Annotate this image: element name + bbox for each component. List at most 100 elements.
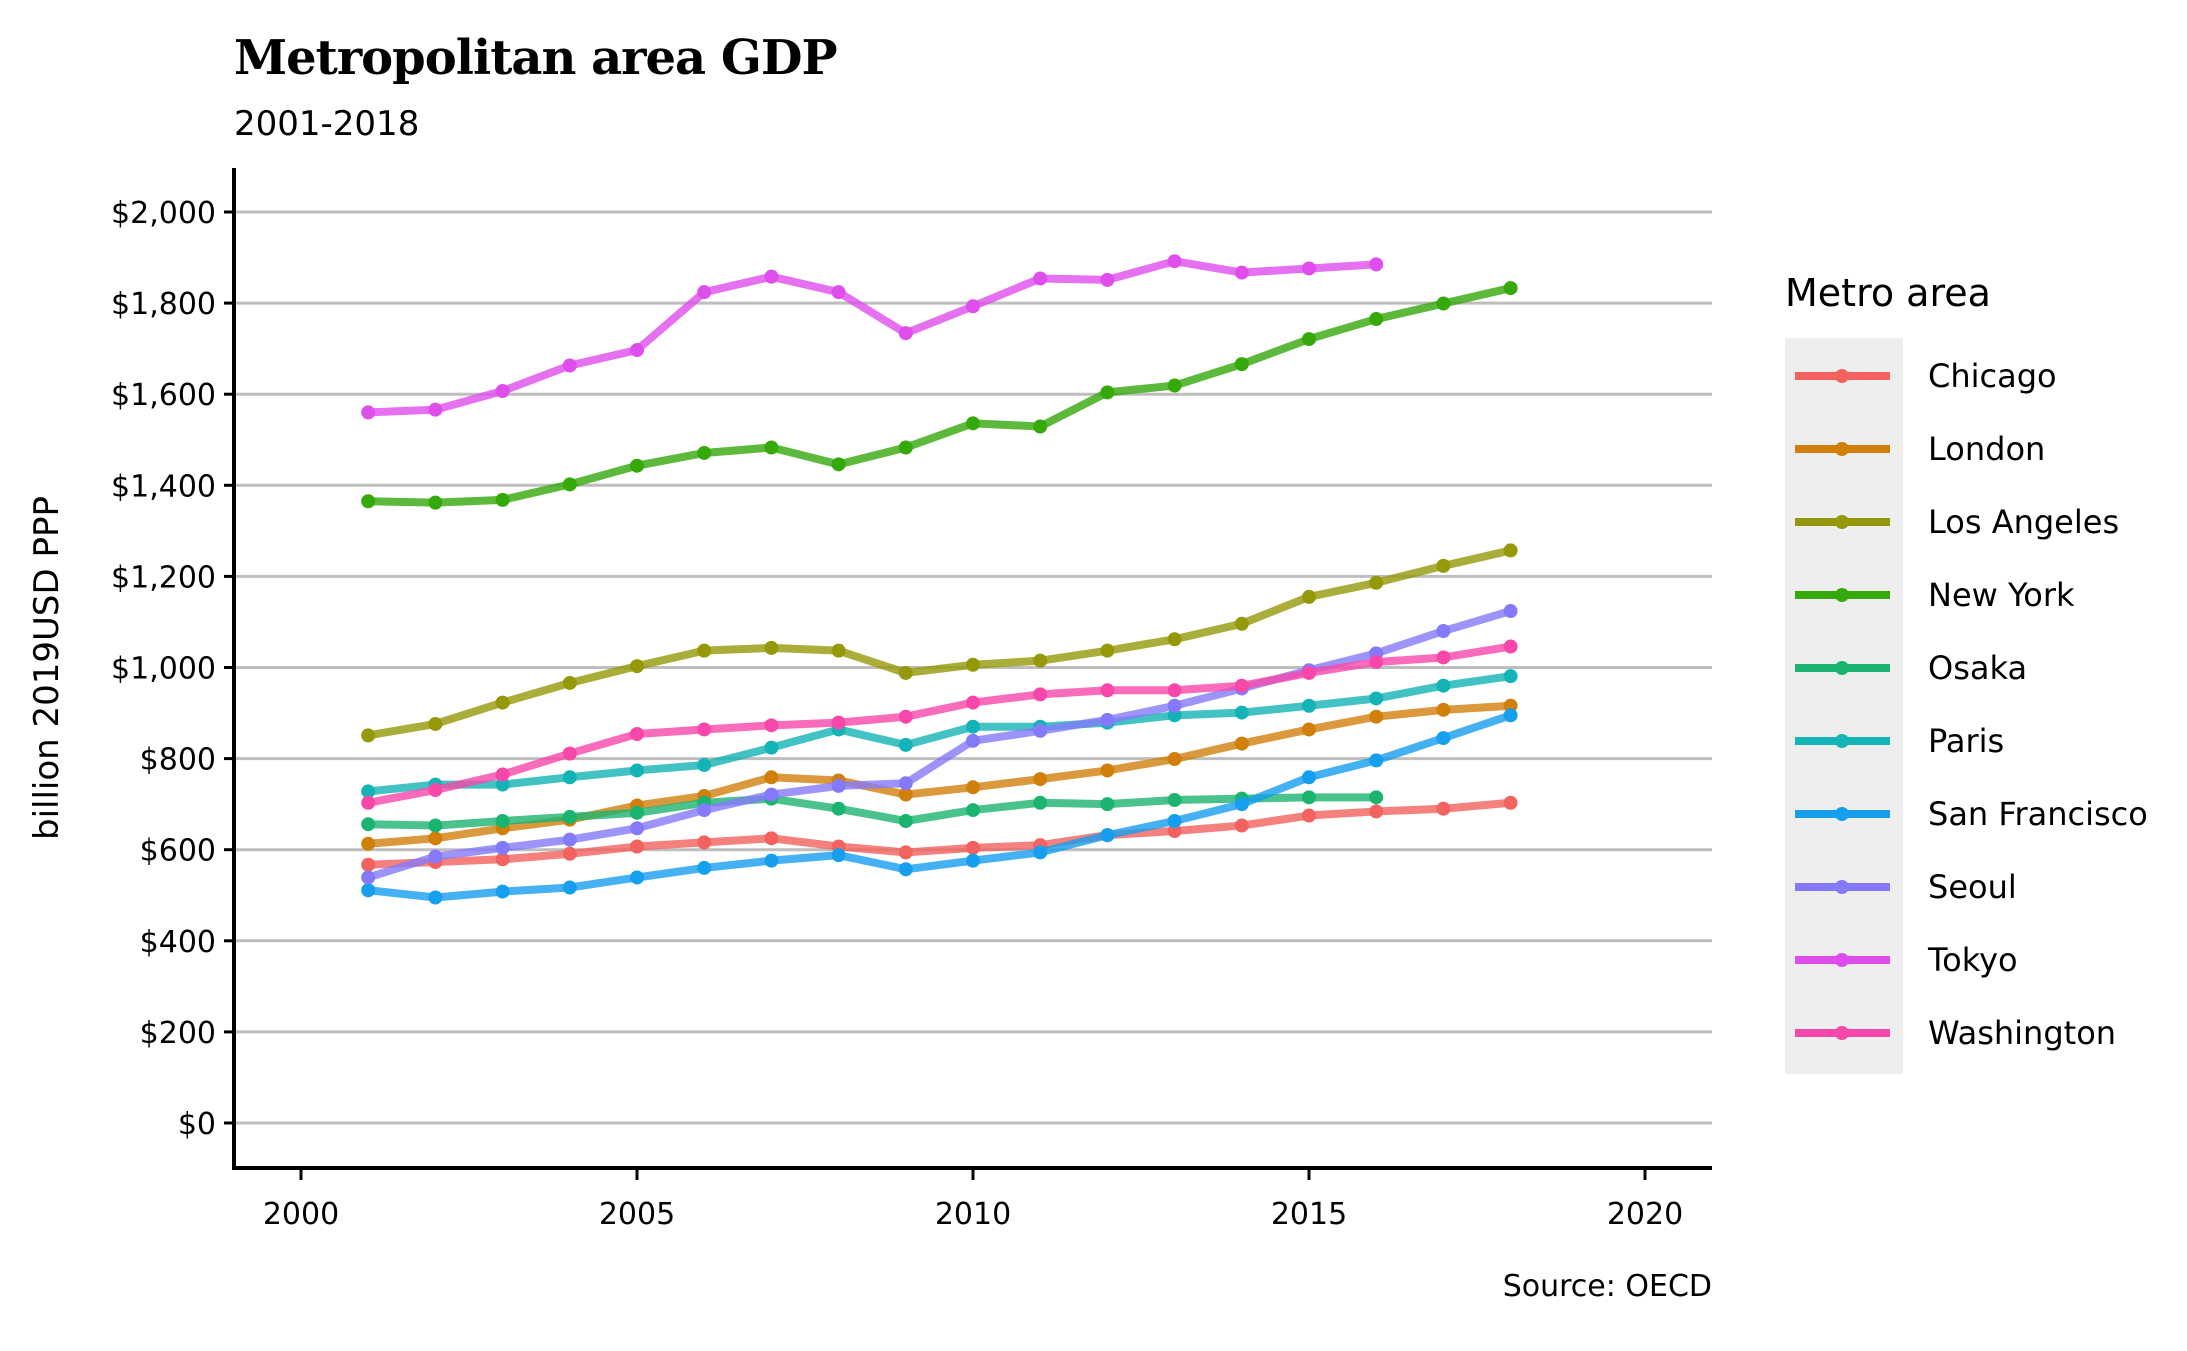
series-layer [361,254,1518,905]
data-point [898,737,913,752]
data-point [1167,793,1182,808]
data-point [831,715,846,730]
legend-item[interactable]: Osaka [1795,649,2027,687]
legend-label: Osaka [1928,649,2027,687]
legend-item[interactable]: San Francisco [1795,795,2148,833]
data-point [764,269,779,284]
data-point [1369,753,1384,768]
data-point [1100,763,1115,778]
series-line [368,257,1377,417]
legend-key-point [1835,807,1849,821]
data-point [1033,772,1048,787]
data-point [1167,254,1182,269]
series-line [367,642,1512,807]
data-point [1234,357,1249,372]
legend-item[interactable]: London [1795,430,2045,468]
legend-label: New York [1928,576,2075,614]
data-point [361,857,376,872]
data-point [898,665,913,680]
legend-label: London [1928,430,2045,468]
data-point [361,870,376,885]
series-line [368,284,1512,507]
legend-item[interactable]: Seoul [1795,868,2017,906]
data-point [428,495,443,510]
data-point [495,852,510,867]
data-point [1167,752,1182,767]
data-point [495,695,510,710]
x-tick-label: 2015 [1271,1197,1347,1232]
data-point [495,492,510,507]
legend-item[interactable]: Chicago [1795,357,2057,395]
data-point [697,860,712,875]
data-point [630,805,644,820]
y-tick-label: $200 [140,1016,216,1051]
data-point [630,343,644,358]
data-point [361,817,376,832]
data-point [1503,543,1518,558]
legend-item[interactable]: Washington [1795,1014,2116,1052]
data-point [1167,814,1182,829]
data-point [831,778,846,793]
data-point [1234,705,1249,720]
series-chicago [361,795,1518,872]
data-point [1100,797,1115,812]
legend-item[interactable]: Tokyo [1795,941,2018,979]
data-point [630,870,644,885]
data-point [1503,281,1518,296]
data-point [764,770,779,785]
data-point [1369,804,1384,819]
legend-item[interactable]: Los Angeles [1795,503,2119,541]
legend-key-point [1835,369,1849,383]
data-point [630,821,644,836]
data-point [764,718,779,733]
data-point [1100,643,1115,658]
data-point [966,733,980,748]
data-point [1436,678,1451,693]
series-los-angeles [361,543,1518,743]
series-paris [361,669,1518,799]
x-tick-label: 2000 [263,1197,339,1232]
series-san-francisco [361,708,1518,905]
data-point [1369,691,1384,706]
data-point [428,818,443,833]
legend-key-point [1835,880,1849,894]
legend-key-background [1785,338,1903,1074]
data-point [495,814,510,829]
chart-title: Metropolitan area GDP [234,30,838,86]
data-point [562,358,577,373]
data-point [697,722,712,737]
legend-item[interactable]: Paris [1795,722,2004,760]
data-point [697,835,712,850]
data-point [1302,698,1316,713]
legend-item[interactable]: New York [1795,576,2075,614]
x-tick-label: 2020 [1607,1197,1683,1232]
legend-key-point [1835,661,1849,675]
series-line [368,798,1511,869]
data-point [1033,653,1048,668]
data-point [966,803,980,818]
data-point [1100,385,1115,400]
legend-label: San Francisco [1928,795,2148,833]
data-point [562,770,577,785]
data-point [562,880,577,895]
data-point [1369,257,1384,272]
data-point [1033,795,1048,810]
data-point [562,809,577,824]
data-point [764,787,779,802]
data-point [1167,632,1182,647]
data-point [898,862,913,877]
series-london [361,698,1518,851]
data-point [831,457,846,472]
data-point [1302,261,1316,276]
data-point [697,803,712,818]
data-point [764,740,779,755]
data-point [1100,712,1115,727]
data-point [361,795,376,810]
data-point [966,853,980,868]
series-new-york [361,281,1518,510]
data-point [630,763,644,778]
legend-label: Washington [1928,1014,2116,1052]
data-point [428,890,443,905]
data-point [1436,296,1451,311]
